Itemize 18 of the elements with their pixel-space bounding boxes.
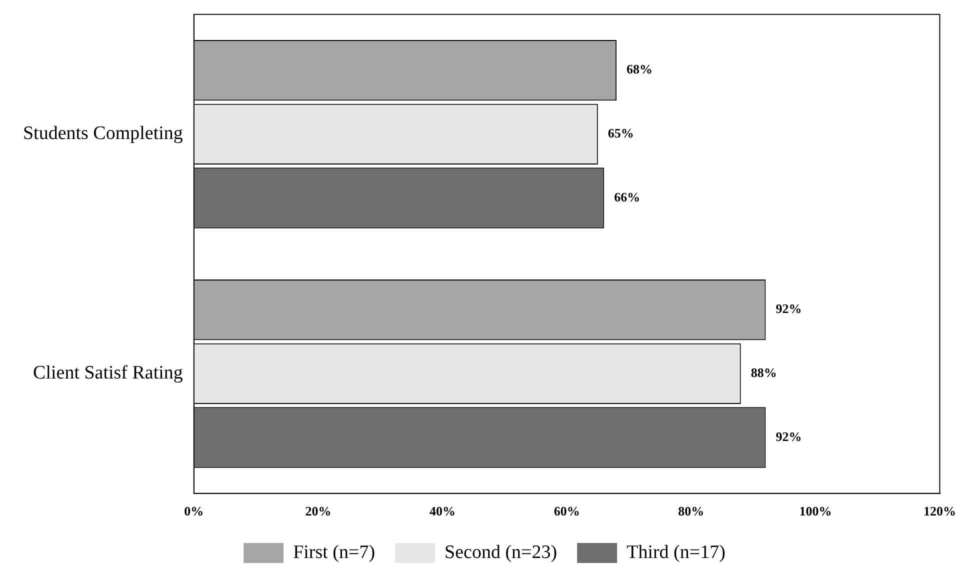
x-tick-label: 80% xyxy=(678,504,704,519)
data-label: 88% xyxy=(750,365,777,380)
x-tick-label: 0% xyxy=(184,504,204,519)
y-tick-label: Students Completing xyxy=(22,123,184,144)
legend-label: Third (n=17) xyxy=(626,542,726,563)
x-tick-label: 120% xyxy=(924,504,956,519)
data-label: 68% xyxy=(626,62,653,77)
legend-label: Second (n=23) xyxy=(444,542,558,563)
data-label: 65% xyxy=(608,126,634,141)
x-tick-label: 40% xyxy=(430,504,456,519)
y-tick-label: Client Satisf Rating xyxy=(33,362,184,384)
x-tick-label: 60% xyxy=(554,504,580,519)
x-tick-label: 20% xyxy=(305,504,332,519)
data-label: 92% xyxy=(776,428,802,444)
legend-label: First (n=7) xyxy=(293,542,376,563)
data-label: 66% xyxy=(614,189,640,204)
data-label: 92% xyxy=(776,301,802,316)
x-tick-label: 100% xyxy=(799,504,832,519)
